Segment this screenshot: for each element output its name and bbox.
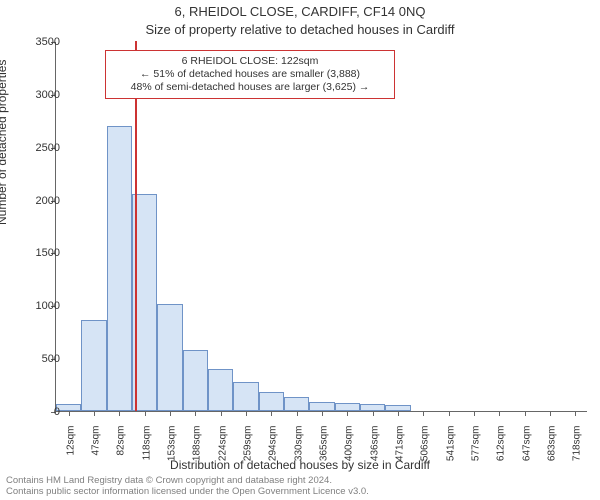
x-tick [297, 411, 298, 416]
y-tick-label: 3500 [20, 36, 60, 48]
x-tick [271, 411, 272, 416]
x-tick [525, 411, 526, 416]
x-tick [145, 411, 146, 416]
histogram-bar [183, 350, 208, 411]
x-tick [499, 411, 500, 416]
x-axis-label: Distribution of detached houses by size … [0, 458, 600, 472]
x-tick [373, 411, 374, 416]
footer-line-2: Contains public sector information licen… [6, 487, 594, 498]
histogram-bar [208, 369, 233, 411]
histogram-bar [81, 320, 106, 411]
histogram-bar [360, 404, 385, 411]
histogram-bar [309, 402, 334, 412]
x-tick [69, 411, 70, 416]
x-tick [423, 411, 424, 416]
y-axis-label: Number of detached properties [0, 60, 9, 225]
histogram-bar [107, 126, 132, 411]
y-tick-label: 3000 [20, 89, 60, 101]
attribution-footer: Contains HM Land Registry data © Crown c… [6, 476, 594, 498]
annotation-box: 6 RHEIDOL CLOSE: 122sqm ← 51% of detache… [105, 50, 395, 99]
x-tick [322, 411, 323, 416]
x-tick [246, 411, 247, 416]
annot-line-2: ← 51% of detached houses are smaller (3,… [112, 68, 388, 81]
histogram-bar [233, 382, 258, 411]
y-tick-label: 1500 [20, 247, 60, 259]
x-tick [195, 411, 196, 416]
y-tick-label: 500 [20, 353, 60, 365]
y-tick-label: 2500 [20, 142, 60, 154]
y-tick-label: 1000 [20, 300, 60, 312]
y-tick-label: 2000 [20, 195, 60, 207]
histogram-bar [157, 304, 182, 411]
chart-title-line1: 6, RHEIDOL CLOSE, CARDIFF, CF14 0NQ [0, 4, 600, 19]
x-tick [575, 411, 576, 416]
x-tick [94, 411, 95, 416]
histogram-bar [284, 397, 309, 411]
x-tick [550, 411, 551, 416]
histogram-bar [335, 403, 360, 411]
annot-line-3: 48% of semi-detached houses are larger (… [112, 81, 388, 94]
x-tick [221, 411, 222, 416]
x-tick [398, 411, 399, 416]
chart-page: 6, RHEIDOL CLOSE, CARDIFF, CF14 0NQ Size… [0, 0, 600, 500]
histogram-bar [259, 392, 284, 411]
x-tick [119, 411, 120, 416]
x-tick [474, 411, 475, 416]
x-tick [449, 411, 450, 416]
y-tick-label: 0 [20, 406, 60, 418]
x-tick [347, 411, 348, 416]
x-tick [170, 411, 171, 416]
chart-title-line2: Size of property relative to detached ho… [0, 22, 600, 37]
annot-line-1: 6 RHEIDOL CLOSE: 122sqm [112, 55, 388, 68]
